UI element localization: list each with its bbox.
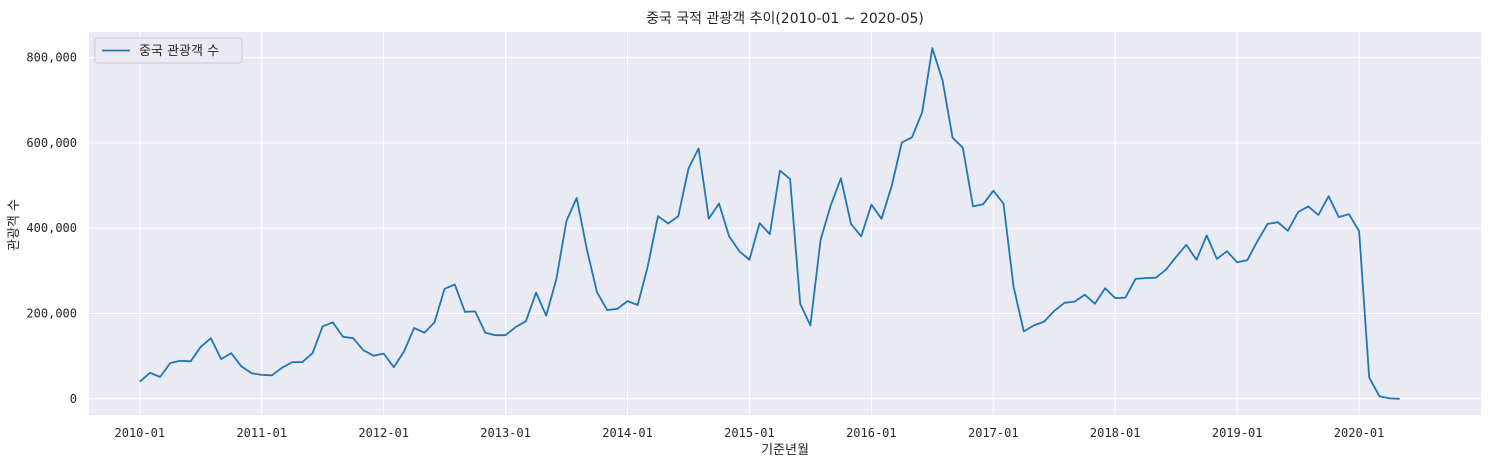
x-tick-label: 2011-01 [236, 426, 287, 440]
y-tick-label: 0 [70, 392, 77, 406]
series-line-0 [139, 47, 1400, 400]
axis-ticks: 2010-01 2011-01 2012-01 2013-01 2014-01 2015-… [26, 51, 1384, 440]
y-tick-label: 400,000 [26, 221, 77, 235]
x-tick-label: 2018-01 [1090, 426, 1141, 440]
x-tick-label: 2019-01 [1212, 426, 1263, 440]
x-tick-label: 2013-01 [480, 426, 531, 440]
x-axis-title: 기준년월 [761, 443, 809, 458]
y-tick-label: 800,000 [26, 51, 77, 65]
legend: 중국 관광객 수 [94, 37, 243, 64]
x-tick-label: 2014-01 [602, 426, 653, 440]
x-tick-label: 2010-01 [115, 426, 166, 440]
y-axis-title: 관광객 수 [7, 199, 22, 251]
x-tick-label: 2020-01 [1334, 426, 1385, 440]
legend-label: 중국 관광객 수 [139, 44, 219, 59]
plot-area [89, 32, 1481, 415]
x-tick-label: 2012-01 [358, 426, 409, 440]
grid-lines [89, 32, 1481, 415]
series-layer [139, 47, 1400, 400]
x-tick-label: 2015-01 [724, 426, 775, 440]
chart-title: 중국 국적 관광객 추이(2010-01 ~ 2020-05) [646, 11, 924, 27]
legend-box [94, 37, 243, 64]
y-tick-label: 200,000 [26, 306, 77, 320]
x-tick-label: 2016-01 [846, 426, 897, 440]
x-tick-label: 2017-01 [968, 426, 1019, 440]
y-tick-label: 600,000 [26, 136, 77, 150]
